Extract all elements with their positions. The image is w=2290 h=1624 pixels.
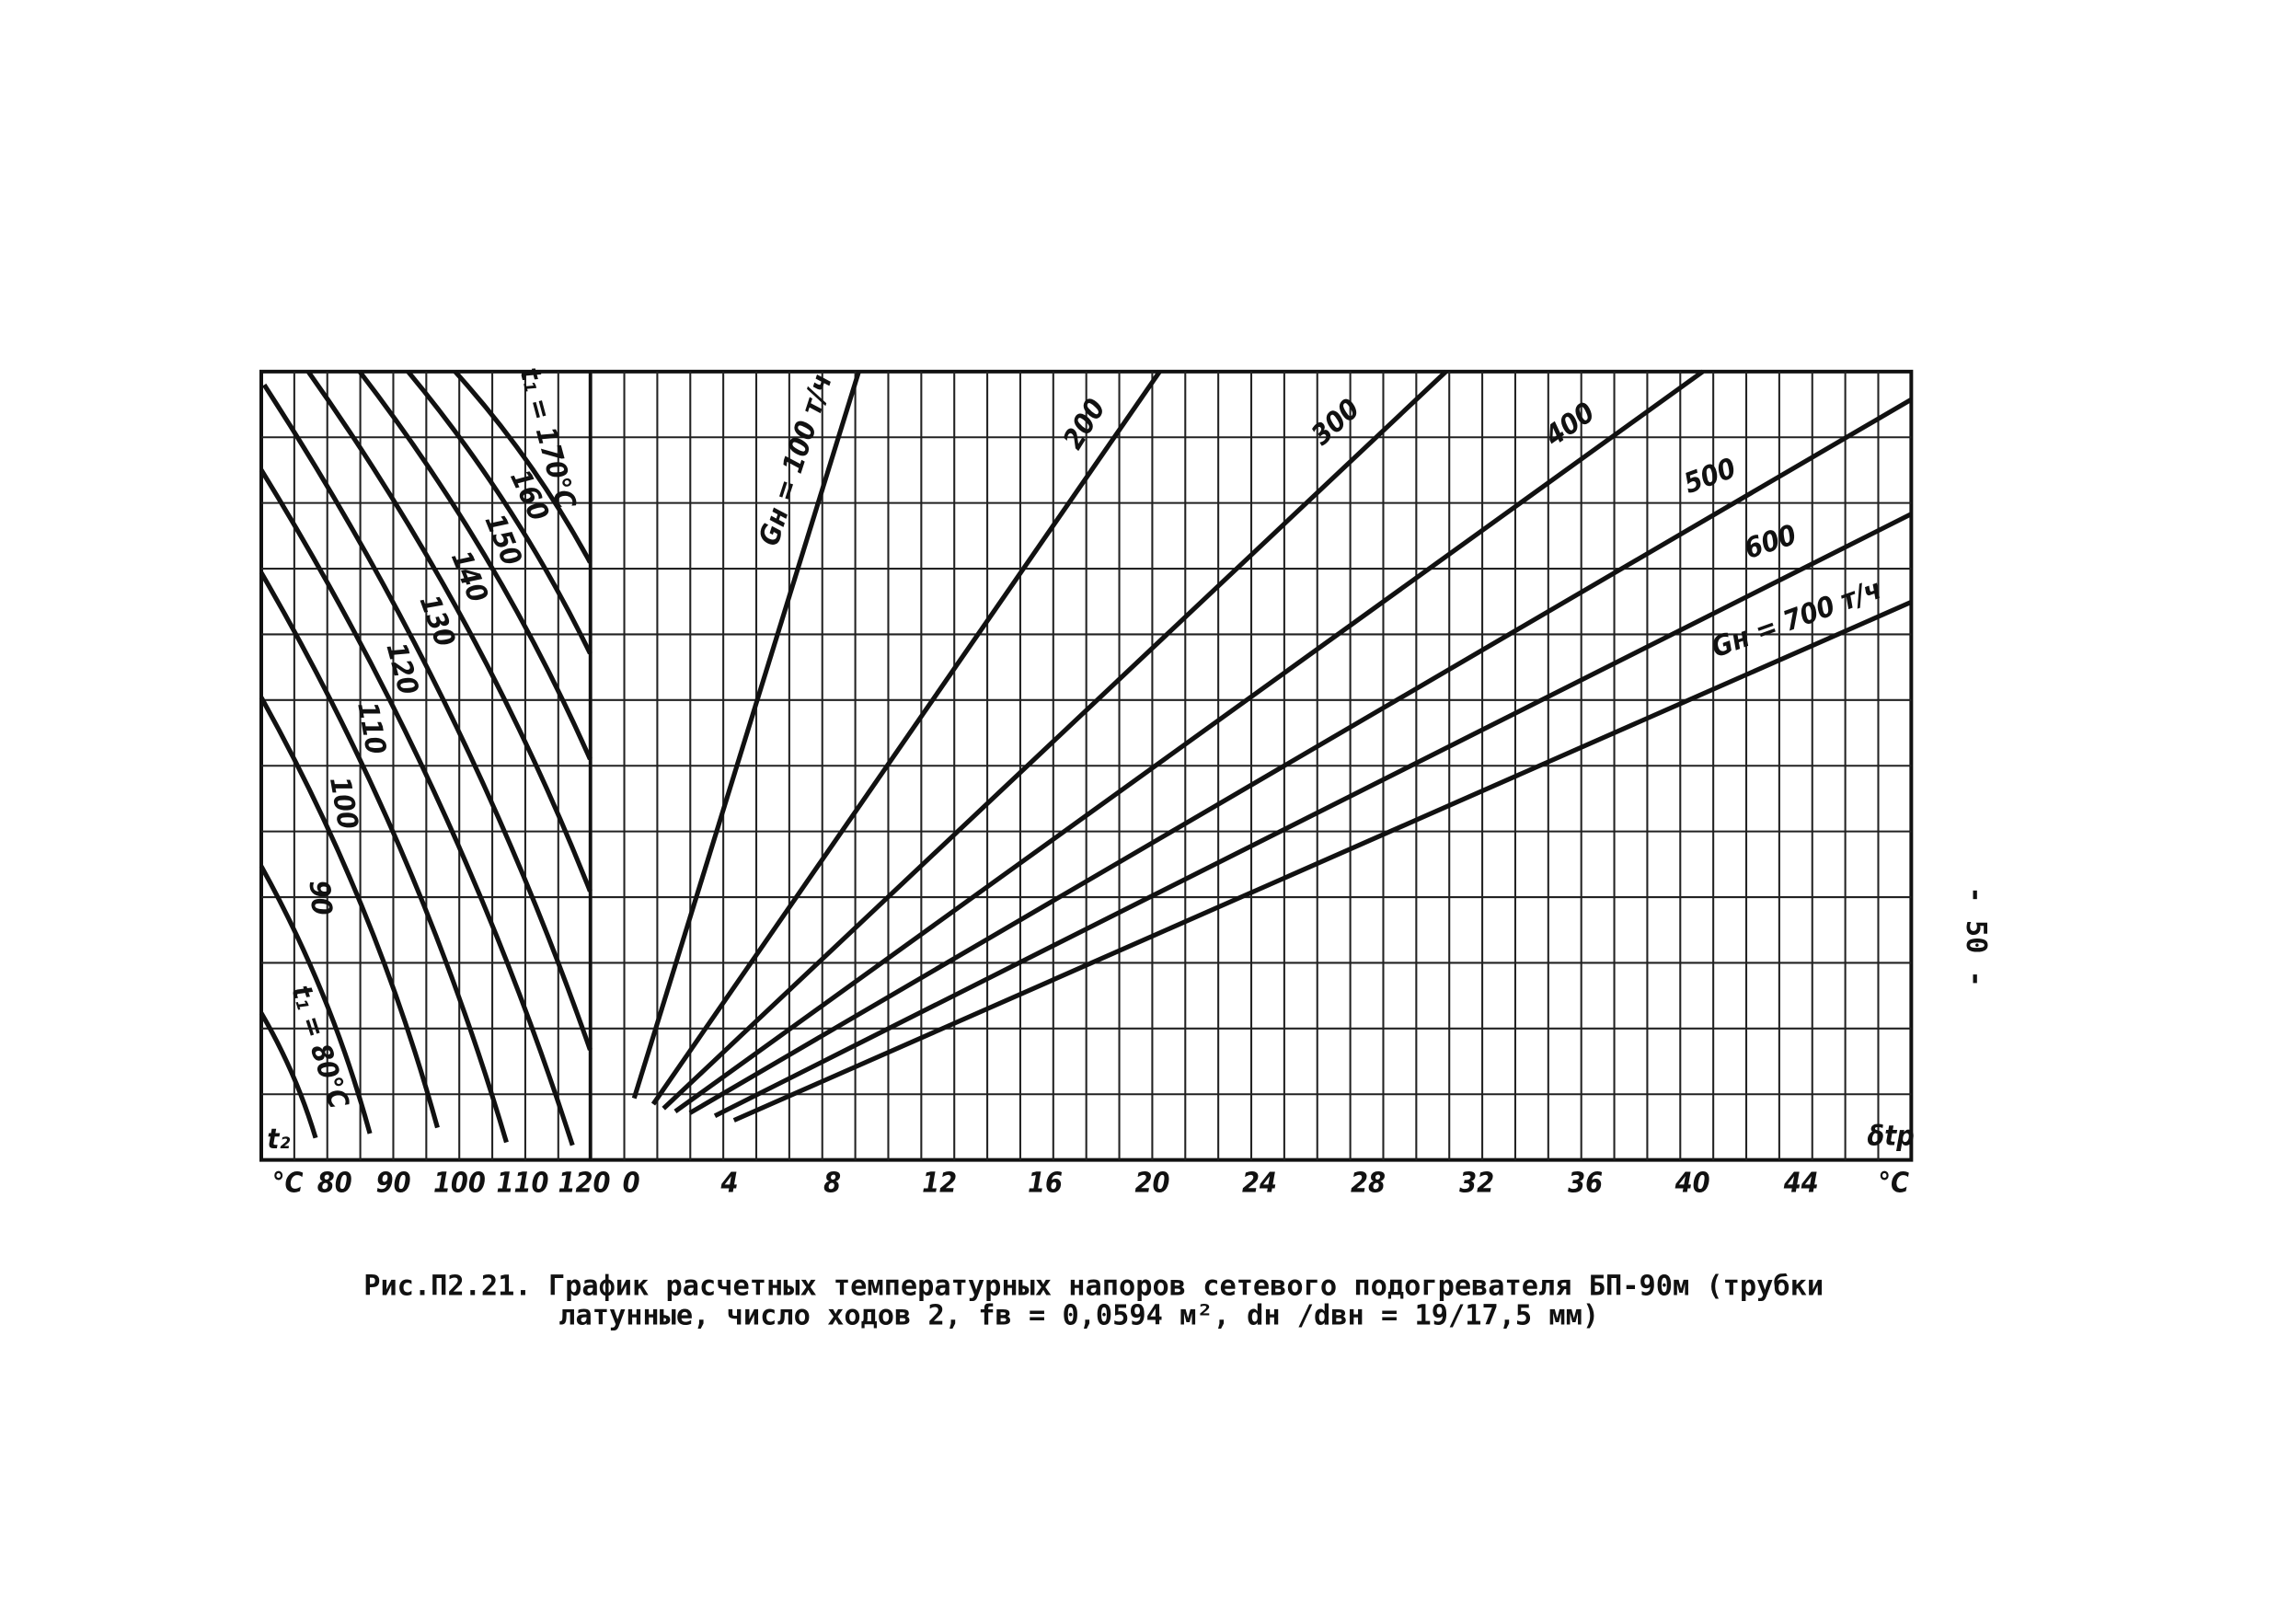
g-line — [732, 600, 1913, 1123]
x-label: 90 — [376, 1168, 411, 1200]
t1-label: 90 — [303, 879, 338, 916]
g-line — [713, 512, 1913, 1119]
t1-curve — [259, 696, 440, 1129]
t1-curve — [357, 370, 593, 761]
t1-curve — [259, 571, 509, 1144]
g-line — [631, 371, 861, 1100]
x-label: 8 — [823, 1168, 841, 1200]
x-label: 40 — [1674, 1168, 1710, 1200]
t1-curve — [453, 370, 593, 564]
x-label: 100 — [433, 1168, 486, 1200]
t1-curve — [259, 468, 575, 1146]
x-label: 32 — [1459, 1168, 1494, 1200]
x-label: 80 — [317, 1168, 352, 1200]
g-line — [688, 397, 1913, 1115]
g-line — [662, 369, 1448, 1111]
x-label: 44 — [1783, 1168, 1819, 1200]
t1-curve — [259, 865, 373, 1134]
x-label: 28 — [1351, 1168, 1386, 1200]
axis-t2: t₂ — [267, 1123, 290, 1156]
x-label: 4 — [719, 1168, 738, 1200]
x-label: 24 — [1242, 1168, 1277, 1200]
x-label: 110 — [497, 1168, 549, 1200]
x-label: °C — [1878, 1168, 1909, 1200]
t1-curve — [406, 370, 593, 655]
g-line — [673, 369, 1705, 1114]
x-label: 12 — [922, 1168, 957, 1200]
caption-line: латунные, число ходов 2, fв = 0,0594 м²,… — [558, 1299, 1599, 1331]
x-label: 20 — [1135, 1168, 1170, 1200]
t1-curve — [259, 1011, 318, 1139]
g-line — [650, 370, 1162, 1106]
t1-curve — [262, 383, 593, 1051]
x-label: °C — [272, 1168, 304, 1200]
x-label: 16 — [1028, 1168, 1063, 1200]
curves — [259, 369, 1913, 1146]
axis-dt: δtр — [1867, 1121, 1914, 1153]
caption-line: Рис.П2.21. График расчетных температурны… — [363, 1270, 1824, 1302]
page-number: - 50 - — [1960, 886, 1992, 986]
x-label: 0 — [623, 1168, 640, 1200]
x-label: 36 — [1568, 1168, 1603, 1200]
t1-curve — [305, 370, 593, 893]
x-label: 120 — [558, 1168, 611, 1200]
